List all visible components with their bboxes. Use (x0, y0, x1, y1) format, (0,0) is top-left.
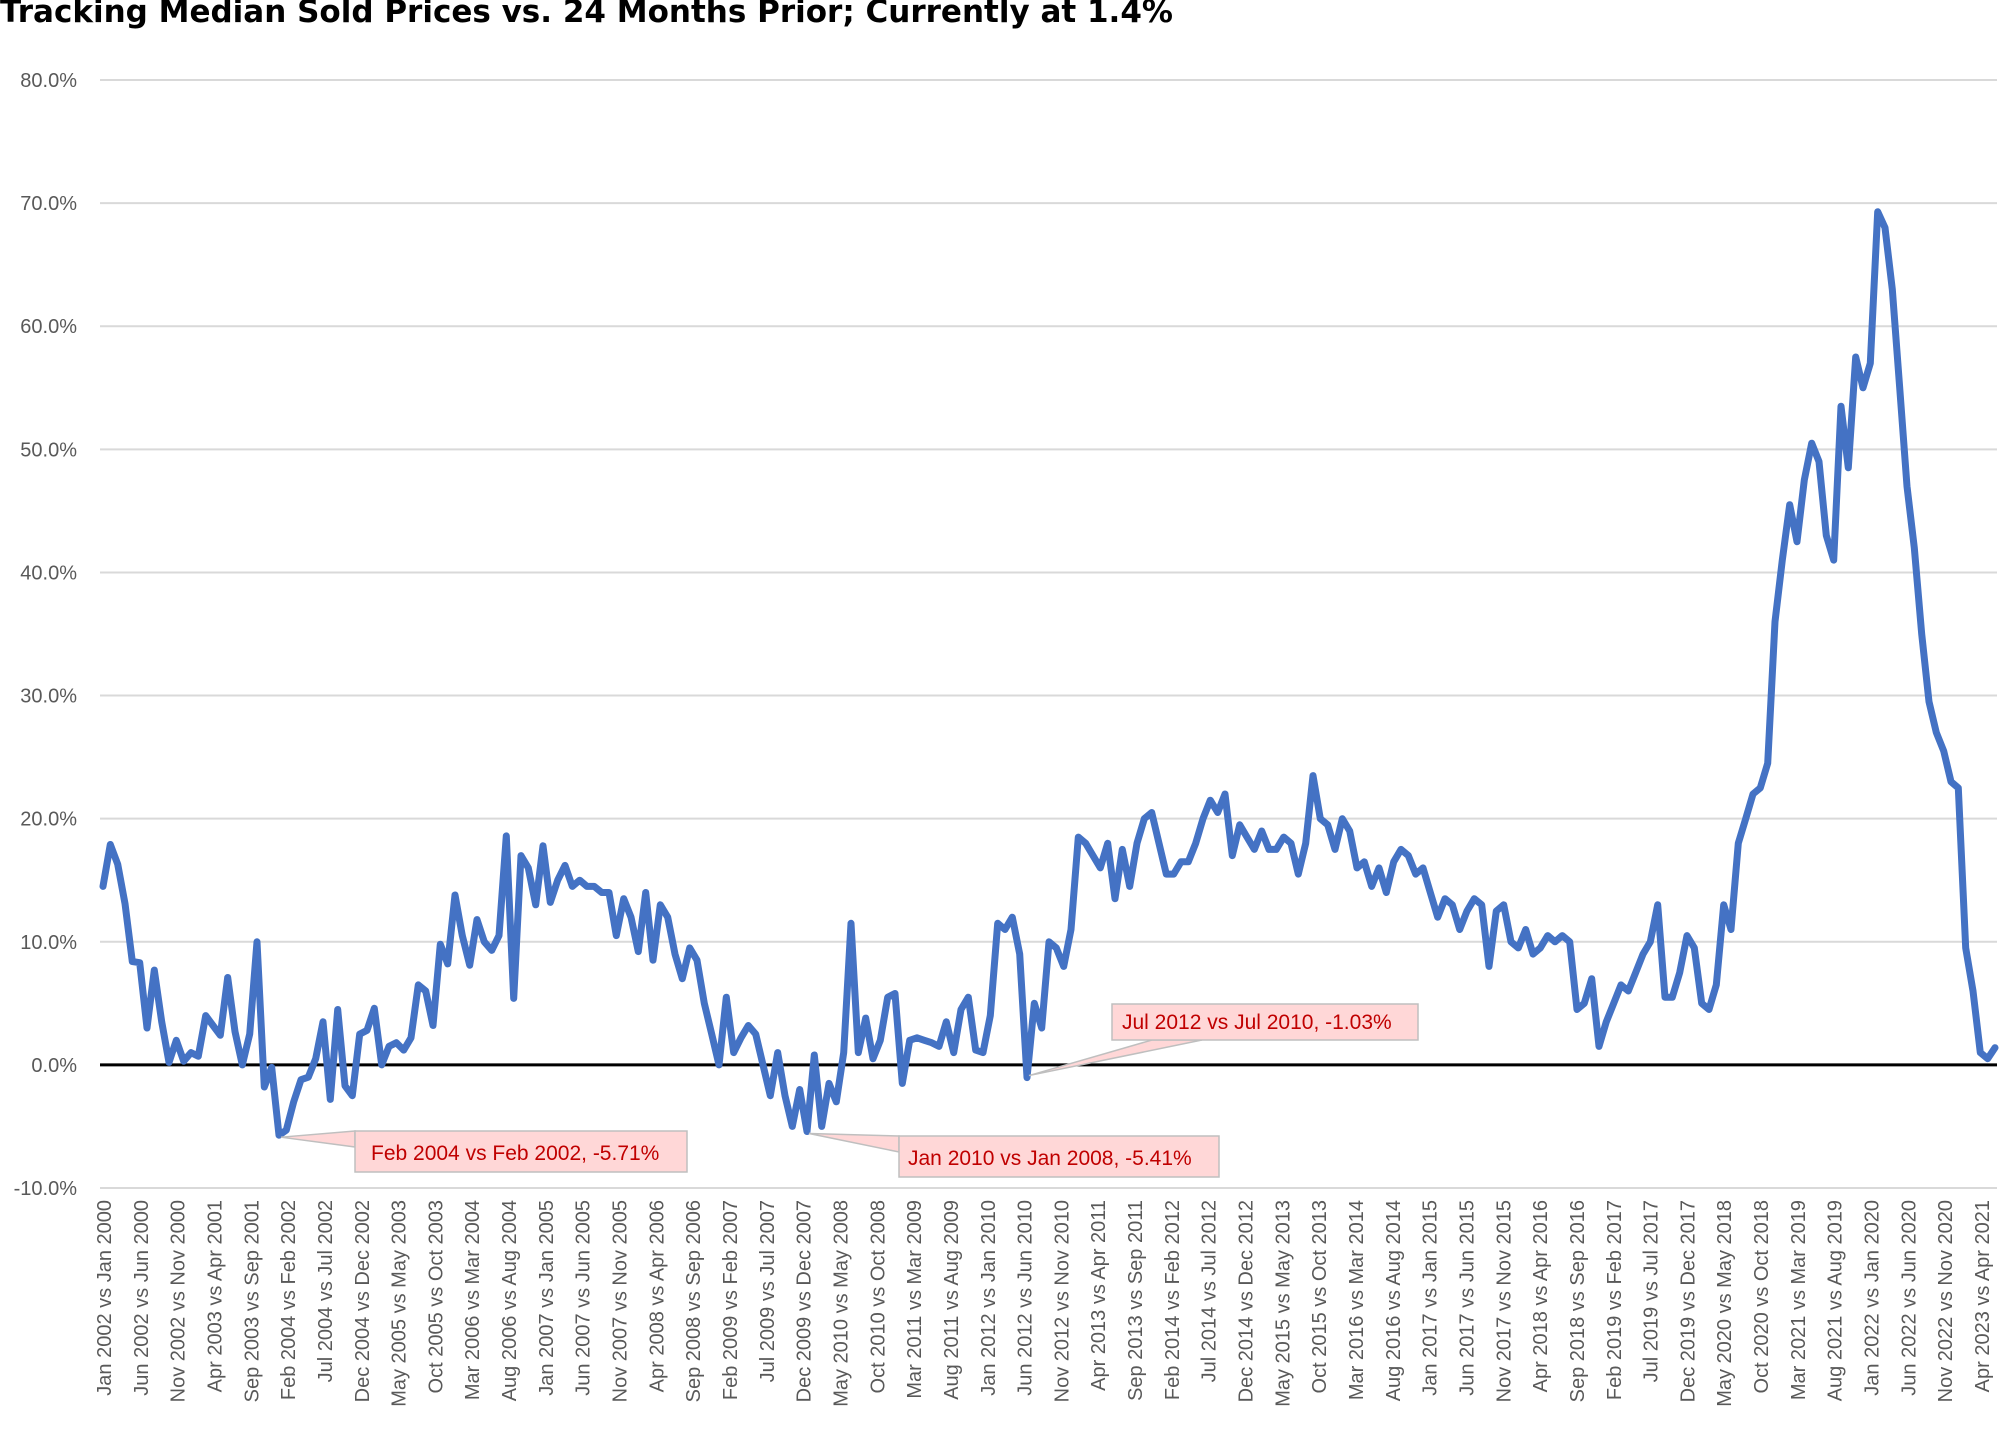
x-tick-label: Apr 2013 vs Apr 2011 (1088, 1200, 1110, 1391)
x-tick-label: Mar 2021 vs Mar 2019 (1788, 1200, 1810, 1400)
x-tick-label: Jul 2009 vs Jul 2007 (757, 1200, 779, 1382)
y-tick-label: 50.0% (20, 439, 77, 461)
y-tick-label: 0.0% (31, 1055, 77, 1077)
x-tick-label: Sep 2013 vs Sep 2011 (1125, 1200, 1147, 1401)
y-axis-tick-labels: 80.0% 70.0% 60.0% 50.0% 40.0% 30.0% 20.0% 10.0%… (14, 70, 78, 1200)
callout-pointer (280, 1130, 356, 1148)
x-tick-label: Nov 2012 vs Nov 2010 (1051, 1200, 1073, 1402)
x-tick-label: Apr 2008 vs Apr 2006 (646, 1200, 668, 1392)
x-tick-label: Sep 2003 vs Sep 2001 (241, 1200, 263, 1402)
x-tick-label: Aug 2006 vs Aug 2004 (499, 1200, 521, 1401)
x-tick-label: Mar 2006 vs Mar 2004 (462, 1200, 484, 1400)
callout-box (898, 1135, 1220, 1178)
x-tick-label: Oct 2020 vs Oct 2018 (1751, 1200, 1773, 1393)
chart-title: Tracking Median Sold Prices vs. 24 Month… (0, 0, 1173, 30)
x-tick-label: Apr 2018 vs Apr 2016 (1530, 1200, 1552, 1392)
x-tick-label: Jan 2007 vs Jan 2005 (536, 1200, 558, 1396)
x-tick-label: Jan 2017 vs Jan 2015 (1420, 1200, 1442, 1396)
x-tick-label: Jul 2004 vs Jul 2002 (315, 1200, 337, 1382)
x-tick-label: Jun 2007 vs Jun 2005 (573, 1200, 595, 1396)
y-tick-label: 70.0% (20, 193, 77, 215)
y-tick-label: 80.0% (20, 70, 77, 92)
annotation-callout: Jul 2012 vs Jul 2010, -1.03% (1028, 1003, 1419, 1077)
x-tick-label: Dec 2009 vs Dec 2007 (794, 1200, 816, 1402)
y-tick-label: 40.0% (20, 562, 77, 584)
callout-box (354, 1130, 688, 1173)
y-tick-label: 30.0% (20, 686, 77, 708)
callout-label: Jan 2010 vs Jan 2008, -5.41% (908, 1147, 1192, 1170)
x-tick-label: Jul 2019 vs Jul 2017 (1641, 1200, 1663, 1382)
x-tick-label: May 2015 vs May 2013 (1272, 1200, 1294, 1407)
x-tick-label: Feb 2009 vs Feb 2007 (720, 1200, 742, 1400)
x-tick-label: Aug 2016 vs Aug 2014 (1383, 1200, 1405, 1401)
x-tick-label: Mar 2011 vs Mar 2009 (904, 1200, 926, 1399)
x-tick-label: Oct 2010 vs Oct 2008 (867, 1200, 889, 1393)
x-tick-label: Nov 2002 vs Nov 2000 (168, 1200, 190, 1402)
x-tick-label: Jun 2002 vs Jun 2000 (131, 1200, 153, 1396)
annotation-callout: Jan 2010 vs Jan 2008, -5.41% (808, 1132, 1220, 1178)
y-tick-label: 60.0% (20, 316, 77, 338)
x-tick-label: May 2010 vs May 2008 (830, 1200, 852, 1407)
x-tick-label: Aug 2021 vs Aug 2019 (1825, 1200, 1847, 1401)
x-tick-label: Jul 2014 vs Jul 2012 (1199, 1200, 1221, 1382)
callout-label: Jul 2012 vs Jul 2010, -1.03% (1122, 1011, 1392, 1034)
callout-pointer (1028, 1039, 1203, 1077)
x-tick-label: Mar 2016 vs Mar 2014 (1346, 1200, 1368, 1400)
x-tick-label: Feb 2004 vs Feb 2002 (278, 1200, 300, 1400)
x-tick-label: May 2020 vs May 2018 (1714, 1200, 1736, 1407)
x-tick-label: Jun 2012 vs Jun 2010 (1015, 1200, 1037, 1396)
callout-pointer (808, 1132, 900, 1153)
annotation-callouts: Feb 2004 vs Feb 2002, -5.71% Jan 2010 vs … (280, 1003, 1419, 1178)
x-tick-label: Jun 2022 vs Jun 2020 (1898, 1200, 1920, 1396)
y-tick-label: 10.0% (20, 932, 77, 954)
x-tick-label: Nov 2007 vs Nov 2005 (610, 1200, 632, 1402)
gridlines (100, 79, 1997, 1189)
x-tick-label: Feb 2014 vs Feb 2012 (1162, 1200, 1184, 1400)
x-tick-label: Dec 2014 vs Dec 2012 (1236, 1200, 1258, 1402)
x-tick-label: Dec 2004 vs Dec 2002 (352, 1200, 374, 1402)
series-layer (99, 208, 1999, 1139)
x-tick-label: Jan 2012 vs Jan 2010 (978, 1200, 1000, 1396)
y-tick-label: -10.0% (14, 1178, 78, 1200)
x-tick-label: Sep 2018 vs Sep 2016 (1567, 1200, 1589, 1402)
x-tick-label: Jan 2022 vs Jan 2020 (1862, 1200, 1884, 1396)
x-tick-label: May 2005 vs May 2003 (389, 1200, 411, 1407)
y-tick-label: 20.0% (20, 809, 77, 831)
series-line (99, 208, 1999, 1139)
x-tick-label: Oct 2005 vs Oct 2003 (425, 1200, 447, 1393)
callout-box (1111, 1003, 1419, 1041)
x-tick-label: Feb 2019 vs Feb 2017 (1604, 1200, 1626, 1400)
x-tick-label: Nov 2017 vs Nov 2015 (1493, 1200, 1515, 1402)
x-tick-label: Jan 2002 vs Jan 2000 (94, 1200, 116, 1396)
annotation-callout: Feb 2004 vs Feb 2002, -5.71% (280, 1130, 688, 1173)
x-tick-label: Apr 2023 vs Apr 2021 (1972, 1200, 1994, 1392)
x-tick-label: Sep 2008 vs Sep 2006 (683, 1200, 705, 1402)
x-axis-tick-labels: Jan 2002 vs Jan 2000 Jun 2002 vs Jun 2000… (94, 1200, 1994, 1407)
x-tick-label: Oct 2015 vs Oct 2013 (1309, 1200, 1331, 1393)
callout-label: Feb 2004 vs Feb 2002, -5.71% (371, 1142, 659, 1165)
x-tick-label: Nov 2022 vs Nov 2020 (1935, 1200, 1957, 1402)
x-tick-label: Dec 2019 vs Dec 2017 (1677, 1200, 1699, 1402)
x-tick-label: Apr 2003 vs Apr 2001 (204, 1200, 226, 1392)
x-tick-label: Jun 2017 vs Jun 2015 (1456, 1200, 1478, 1396)
x-tick-label: Aug 2011 vs Aug 2009 (941, 1200, 963, 1400)
